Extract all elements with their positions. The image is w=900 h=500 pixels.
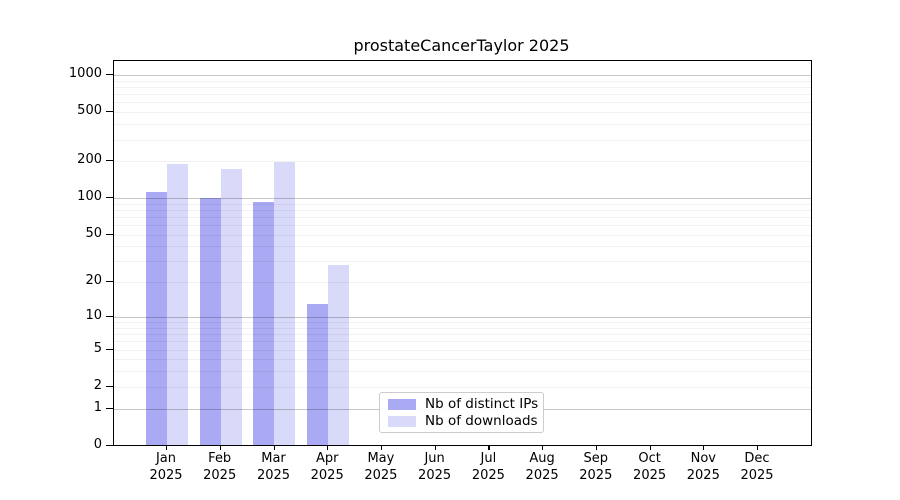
y-tick-100 xyxy=(106,197,113,199)
gridline-minor-80 xyxy=(114,209,811,211)
gridline-minor-7 xyxy=(114,334,811,336)
x-tick-label-sep: Sep 2025 xyxy=(579,451,613,483)
x-tick-label-jul: Jul 2025 xyxy=(471,451,505,483)
gridline-minor-600 xyxy=(114,102,811,104)
bar-distinct-ips-apr xyxy=(307,304,329,445)
gridline-minor-200 xyxy=(114,161,811,163)
y-tick-label-1000: 1000 xyxy=(68,66,102,81)
gridline-minor-5 xyxy=(114,349,811,351)
x-tick-dec xyxy=(757,445,759,450)
bar-distinct-ips-feb xyxy=(199,198,221,445)
x-tick-label-aug: Aug 2025 xyxy=(525,451,559,483)
chart-title: prostateCancerTaylor 2025 xyxy=(353,36,570,55)
gridline-minor-300 xyxy=(114,139,811,141)
gridline-minor-90 xyxy=(114,203,811,205)
legend-swatch-downloads xyxy=(388,415,416,427)
gridline-minor-8 xyxy=(114,327,811,329)
x-tick-label-nov: Nov 2025 xyxy=(686,451,720,483)
x-tick-label-oct: Oct 2025 xyxy=(633,451,667,483)
gridline-minor-2 xyxy=(114,386,811,388)
legend-label-distinct-ips: Nb of distinct IPs xyxy=(425,396,539,412)
bar-downloads-mar xyxy=(274,162,296,445)
y-tick-50 xyxy=(106,233,113,235)
x-tick-jan xyxy=(166,445,168,450)
x-tick-jun xyxy=(434,445,436,450)
x-tick-jul xyxy=(488,445,490,450)
y-tick-0 xyxy=(106,444,113,446)
y-tick-20 xyxy=(106,281,113,283)
legend-label-downloads: Nb of downloads xyxy=(425,413,538,429)
legend: Nb of distinct IPs Nb of downloads xyxy=(379,392,544,433)
gridline-minor-40 xyxy=(114,246,811,248)
gridline-minor-800 xyxy=(114,86,811,88)
gridline-minor-700 xyxy=(114,94,811,96)
gridline-minor-20 xyxy=(114,282,811,284)
y-tick-label-20: 20 xyxy=(85,273,102,289)
y-tick-label-50: 50 xyxy=(85,225,102,241)
y-tick-1000 xyxy=(106,74,113,76)
gridline-major-1000 xyxy=(114,75,811,76)
gridline-major-100 xyxy=(114,198,811,200)
gridline-minor-4 xyxy=(114,359,811,361)
gridline-minor-30 xyxy=(114,261,811,263)
x-tick-label-mar: Mar 2025 xyxy=(256,451,291,483)
x-tick-may xyxy=(380,445,383,450)
bar-downloads-feb xyxy=(220,169,242,445)
bar-downloads-jan xyxy=(167,163,188,445)
y-tick-label-200: 200 xyxy=(77,152,102,168)
x-tick-label-apr: Apr 2025 xyxy=(310,451,344,483)
bar-distinct-ips-mar xyxy=(253,201,275,445)
x-tick-aug xyxy=(542,445,544,450)
y-tick-label-500: 500 xyxy=(77,103,102,119)
y-tick-500 xyxy=(106,111,113,113)
gridline-major-10 xyxy=(114,317,811,318)
x-tick-label-jun: Jun 2025 xyxy=(418,451,452,483)
plot-area xyxy=(113,60,812,446)
gridline-minor-500 xyxy=(114,112,811,114)
legend-swatch-distinct-ips xyxy=(388,398,416,410)
gridline-minor-60 xyxy=(114,225,811,227)
y-tick-label-0: 0 xyxy=(93,436,102,452)
gridline-minor-900 xyxy=(114,80,811,82)
gridline-minor-50 xyxy=(114,234,811,236)
gridline-minor-400 xyxy=(114,124,811,126)
bar-downloads-apr xyxy=(328,265,350,445)
x-tick-mar xyxy=(273,445,275,450)
x-tick-label-jan: Jan 2025 xyxy=(149,451,183,483)
x-tick-feb xyxy=(219,445,221,450)
gridline-minor-70 xyxy=(114,217,811,218)
y-tick-label-100: 100 xyxy=(77,189,102,205)
x-tick-label-may: May 2025 xyxy=(364,451,398,483)
y-tick-10 xyxy=(106,316,113,318)
x-tick-nov xyxy=(703,445,705,450)
legend-item-distinct-ips: Nb of distinct IPs xyxy=(388,396,539,412)
x-tick-apr xyxy=(327,445,329,450)
gridline-minor-6 xyxy=(114,341,811,343)
x-tick-oct xyxy=(649,445,651,450)
y-tick-5 xyxy=(106,348,113,350)
x-tick-sep xyxy=(595,445,597,450)
y-tick-2 xyxy=(106,385,113,387)
y-tick-label-2: 2 xyxy=(93,377,102,393)
y-tick-label-10: 10 xyxy=(85,308,102,323)
x-tick-label-dec: Dec 2025 xyxy=(740,451,774,483)
y-tick-1 xyxy=(106,407,113,409)
x-tick-label-feb: Feb 2025 xyxy=(203,451,237,483)
y-tick-200 xyxy=(106,160,113,162)
y-tick-label-1: 1 xyxy=(93,399,102,415)
y-tick-label-5: 5 xyxy=(93,340,102,356)
legend-item-downloads: Nb of downloads xyxy=(388,413,538,429)
bar-distinct-ips-jan xyxy=(146,192,167,445)
gridline-minor-3 xyxy=(114,371,811,373)
gridline-minor-9 xyxy=(114,322,811,324)
